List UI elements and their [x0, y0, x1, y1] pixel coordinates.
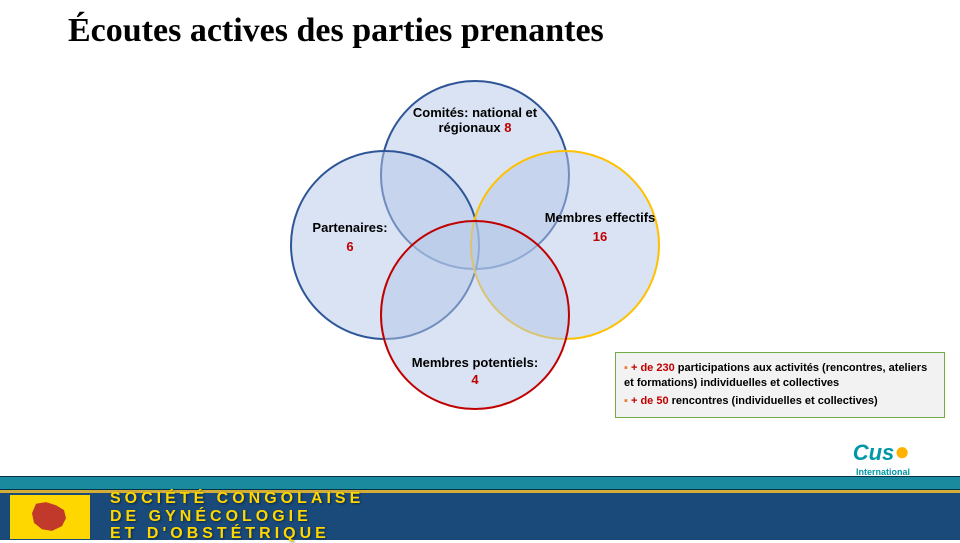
teal-bar [0, 476, 960, 490]
page-title: Écoutes actives des parties prenantes [68, 12, 604, 50]
cuso-logo: Cus● International [853, 436, 910, 477]
venn-label-top: Comités: national et régionaux 8 [405, 105, 545, 135]
society-name: SOCIÉTÉ CONGOLAISE DE GYNÉCOLOGIE ET D'O… [110, 490, 364, 543]
cuso-logo-row: Cus● International [0, 436, 960, 476]
venn-label-left: Partenaires:6 [300, 220, 400, 254]
drc-map-icon [30, 501, 70, 533]
navy-bar: SOCIÉTÉ CONGOLAISE DE GYNÉCOLOGIE ET D'O… [0, 490, 960, 540]
venn-label-right: Membres effectifs16 [540, 210, 660, 244]
stats-box: ▪ + de 230 participations aux activités … [615, 352, 945, 418]
stats-line-1: ▪ + de 230 participations aux activités … [624, 361, 936, 392]
society-logo [10, 495, 90, 539]
stats-line-2: ▪ + de 50 rencontres (individuelles et c… [624, 394, 936, 409]
venn-label-bottom: Membres potentiels:4 [400, 355, 550, 387]
footer: Cus● International SOCIÉTÉ CONGOLAISE DE… [0, 436, 960, 540]
